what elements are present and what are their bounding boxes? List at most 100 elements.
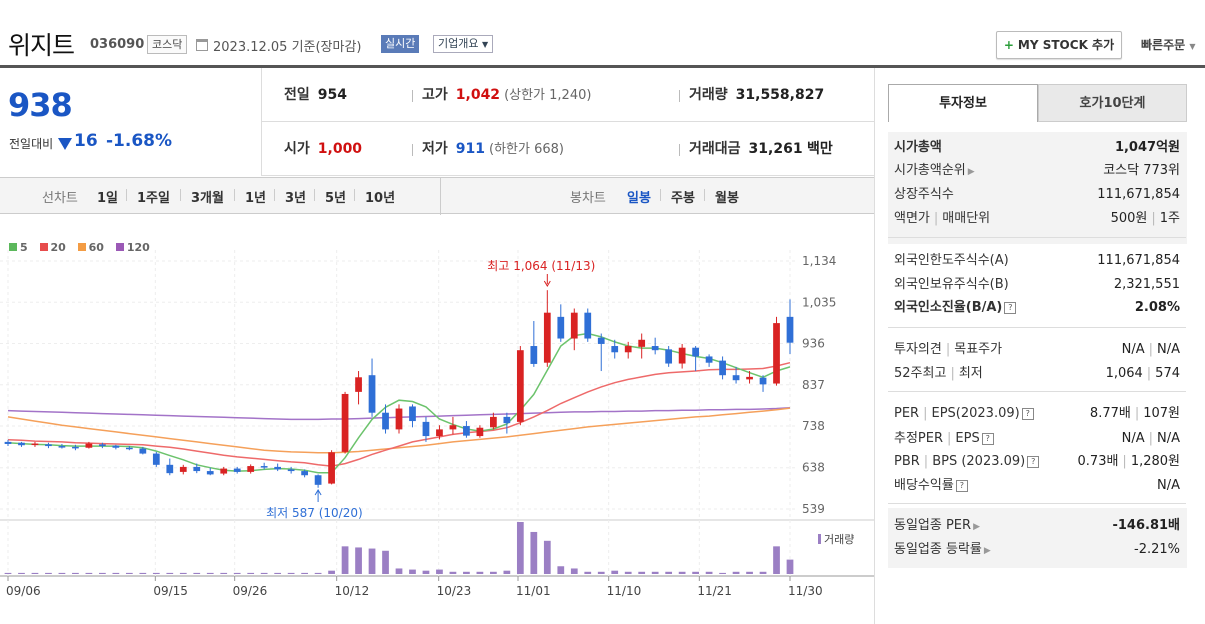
target-value: N/A [1157, 342, 1180, 357]
current-price: 938 [8, 86, 73, 124]
tab-daily[interactable]: 일봉 [627, 191, 651, 206]
volume-bar [665, 571, 673, 574]
candle-body [152, 453, 160, 465]
candle-body [490, 416, 497, 428]
chevron-right-icon: ▶ [973, 522, 980, 532]
divider [888, 503, 1186, 504]
volume-bar [395, 568, 403, 574]
volume-bar [125, 572, 133, 574]
candle-body [287, 469, 295, 472]
volume-bar [705, 571, 713, 574]
tab-3y[interactable]: 3년 [285, 191, 307, 206]
company-overview-dropdown[interactable]: 기업개요 ▼ [433, 35, 494, 53]
volume-bar [287, 572, 295, 574]
y-tick-label: 936 [802, 337, 825, 351]
tab-10y[interactable]: 10년 [365, 191, 396, 206]
tab-1y[interactable]: 1년 [245, 191, 267, 206]
per-label: PER [894, 406, 920, 421]
volume-bar [678, 571, 686, 574]
chart-period-tabs: 선차트 1일 1주일 3개월 1년 3년 5년 10년 봉차트 일봉 주봉 월봉 [0, 177, 874, 215]
bps-label: BPS (2023.09) [932, 454, 1026, 469]
candle-body [638, 339, 646, 347]
chevron-down-icon: ▼ [481, 40, 489, 49]
help-icon[interactable]: ? [1021, 408, 1034, 420]
industry-per-row[interactable]: 동일업종 PER ▶ -146.81배 [894, 514, 1180, 537]
est-eps-value: N/A [1157, 431, 1180, 446]
tab-monthly[interactable]: 월봉 [715, 191, 739, 206]
legend-label: 120 [126, 241, 150, 254]
candle-body [179, 466, 187, 472]
section-bg [888, 508, 1187, 568]
tab-3m[interactable]: 3개월 [191, 191, 224, 206]
volume-bar [341, 546, 349, 574]
max-arrowhead [543, 280, 551, 287]
lower-limit: (하한가 668) [489, 142, 564, 157]
rank-value: 코스닥 773위 [1103, 163, 1180, 178]
foreign-rate-value: 2.08% [1134, 300, 1180, 315]
candlestick-chart[interactable]: 1,134 1,035 936 837 738 638 539 09/06 09/15 09/26… [0, 250, 874, 624]
market-cap-label: 시가총액 [894, 140, 942, 155]
volume-label: 거래량 [689, 87, 728, 103]
y-tick-label: 837 [802, 378, 825, 392]
tab-1w[interactable]: 1주일 [137, 191, 170, 206]
volume-bar [45, 572, 52, 574]
amount-label: 거래대금 [689, 141, 741, 157]
foreign-own-row: 외국인보유주식수(B) 2,321,551 [894, 273, 1180, 296]
candle-body [328, 452, 335, 484]
candle-body [274, 466, 282, 470]
min-annotation: 최저 587 (10/20) [266, 506, 363, 520]
quote-row-2: 시가 1,000 저가 911 (하한가 668) 거래대금 31,261 백만 [262, 122, 874, 176]
quick-order-dropdown[interactable]: 빠른주문 ▼ [1141, 36, 1196, 53]
help-icon[interactable]: ? [955, 480, 968, 492]
tab-1d[interactable]: 1일 [97, 191, 119, 206]
candle-body [732, 375, 740, 381]
ma5-line [7, 332, 791, 474]
candle-body [597, 337, 605, 344]
help-icon[interactable]: ? [1004, 302, 1017, 314]
candle-body [422, 421, 430, 437]
x-tick-label: 09/06 [6, 584, 41, 598]
volume-bar [570, 568, 578, 574]
est-per-label: 추정PER [894, 431, 944, 446]
tab-orderbook[interactable]: 호가10단계 [1038, 84, 1187, 122]
est-per-row: 추정PER | EPS? N/A | N/A [894, 427, 1180, 450]
volume-bar [503, 570, 511, 574]
candle-body [409, 406, 416, 422]
foreign-limit-value: 111,671,854 [1097, 253, 1180, 268]
volume-bar [422, 570, 430, 574]
tab-investment-info[interactable]: 투자정보 [888, 84, 1038, 122]
high-value: 1,042 [455, 87, 501, 103]
volume-bar [382, 550, 389, 574]
candle-body [58, 446, 66, 448]
candle-body [611, 346, 619, 353]
candle-body [692, 347, 699, 357]
candle-body [99, 444, 106, 447]
add-mystock-button[interactable]: + MY STOCK 추가 [996, 31, 1122, 59]
volume-bar [355, 547, 362, 574]
market-cap-row: 시가총액 1,047억원 [894, 136, 1180, 159]
amount-value: 31,261 [748, 141, 803, 157]
candle-body [4, 441, 12, 444]
divider: | [1134, 406, 1140, 421]
pbr-row: PBR | BPS (2023.09)? 0.73배 | 1,280원 [894, 450, 1180, 473]
tab-5y[interactable]: 5년 [325, 191, 347, 206]
divider [704, 189, 705, 201]
candle-body [665, 349, 673, 364]
volume-bar [773, 546, 780, 574]
divider [874, 68, 875, 624]
candle-body [624, 346, 632, 353]
volume-bar [301, 572, 308, 574]
candle-chart-label: 봉차트 [570, 191, 606, 206]
ma-legend: 5 20 60 120 [9, 241, 158, 254]
market-cap-value: 1,047억원 [1114, 140, 1180, 155]
volume-bar [368, 548, 376, 574]
realtime-button[interactable]: 실시간 [381, 35, 420, 53]
industry-rate-row[interactable]: 동일업종 등락률 ▶ -2.21% [894, 538, 1180, 561]
tab-weekly[interactable]: 주봉 [671, 191, 695, 206]
help-icon[interactable]: ? [981, 433, 994, 445]
divider: | [1148, 342, 1153, 357]
volume-bar [233, 572, 241, 574]
trade-amount: 거래대금 31,261 백만 [689, 122, 833, 176]
market-cap-rank-row[interactable]: 시가총액순위 ▶ 코스닥 773위 [894, 159, 1180, 182]
help-icon[interactable]: ? [1027, 456, 1040, 468]
